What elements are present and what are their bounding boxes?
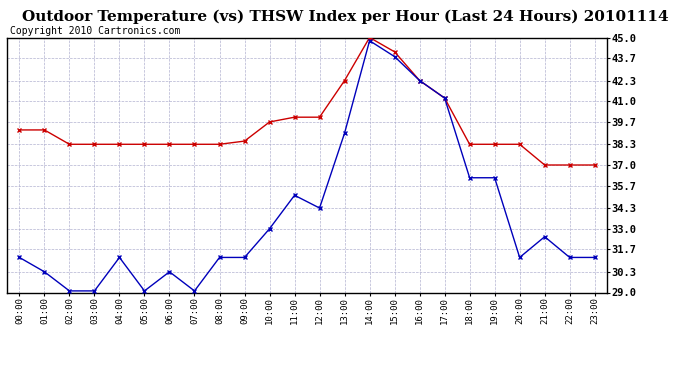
Text: Copyright 2010 Cartronics.com: Copyright 2010 Cartronics.com [10, 26, 180, 36]
Text: Outdoor Temperature (vs) THSW Index per Hour (Last 24 Hours) 20101114: Outdoor Temperature (vs) THSW Index per … [21, 9, 669, 24]
